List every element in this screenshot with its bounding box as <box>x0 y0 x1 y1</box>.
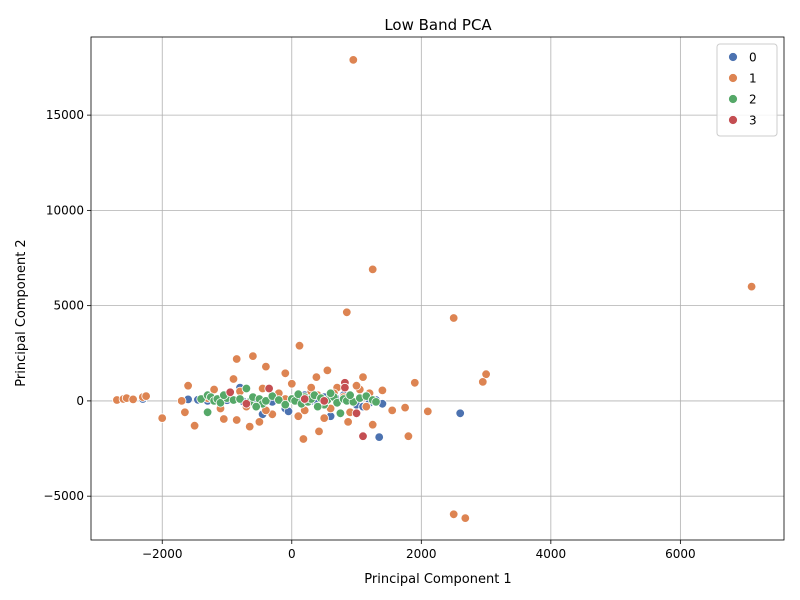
data-point-series-1 <box>141 391 151 401</box>
data-point-series-2 <box>325 388 336 399</box>
data-point-series-1 <box>261 361 271 372</box>
x-tick-label: 0 <box>288 547 296 561</box>
data-point-series-2 <box>261 396 271 406</box>
y-tick-label: 15000 <box>46 108 84 122</box>
y-tick-label: 0 <box>76 394 84 408</box>
data-point-series-1 <box>157 413 167 423</box>
data-point-series-1 <box>180 407 190 418</box>
data-point-series-1 <box>423 406 433 417</box>
chart-title: Low Band PCA <box>384 16 492 34</box>
data-point-series-2 <box>235 394 245 404</box>
data-point-series-1 <box>228 374 239 384</box>
data-point-series-3 <box>340 382 350 393</box>
y-axis-label: Principal Component 2 <box>14 239 29 386</box>
data-point-series-3 <box>264 383 274 394</box>
data-point-series-1 <box>460 513 471 523</box>
plot-frame <box>90 36 785 541</box>
data-point-series-1 <box>343 417 353 427</box>
data-point-series-2 <box>335 408 346 419</box>
data-point-series-2 <box>241 383 252 394</box>
x-tick-label: 2000 <box>406 547 437 561</box>
data-point-series-1 <box>342 307 352 318</box>
data-point-series-1 <box>294 341 305 351</box>
axis-ticks: −2000 0 2000 4000 6000 −5000 0 5000 10000 15000 <box>43 108 695 561</box>
data-point-series-1 <box>449 313 459 323</box>
data-point-series-3 <box>319 396 329 406</box>
data-point-series-1 <box>351 381 362 391</box>
data-point-series-1 <box>410 378 420 388</box>
data-point-series-1 <box>377 385 388 396</box>
legend-label: 3 <box>749 114 757 128</box>
data-point-series-1 <box>128 394 138 405</box>
legend-marker <box>728 73 738 83</box>
data-point-series-1 <box>248 351 258 361</box>
data-point-series-2 <box>274 395 284 405</box>
data-point-series-1 <box>244 421 255 432</box>
data-point-series-2 <box>251 401 261 412</box>
data-point-series-1 <box>478 377 488 387</box>
legend: 0 1 2 3 <box>716 43 778 137</box>
data-point-series-1 <box>358 372 368 382</box>
data-point-series-1 <box>293 411 304 421</box>
x-tick-label: 4000 <box>536 547 567 561</box>
data-point-series-3 <box>358 431 368 441</box>
x-axis-label: Principal Component 1 <box>364 572 511 587</box>
data-point-series-3 <box>225 387 235 398</box>
legend-box <box>716 43 778 137</box>
data-point-series-1 <box>481 369 491 379</box>
legend-marker <box>728 94 738 104</box>
data-point-series-2 <box>280 400 291 410</box>
data-point-series-1 <box>368 420 378 430</box>
data-point-series-2 <box>293 389 304 399</box>
y-tick-label: 10000 <box>46 203 84 217</box>
data-point-series-1 <box>746 281 757 292</box>
data-point-series-1 <box>361 401 372 412</box>
legend-marker <box>728 52 738 62</box>
data-point-series-1 <box>319 413 329 423</box>
data-point-series-3 <box>241 399 252 409</box>
data-point-series-1 <box>314 426 324 437</box>
legend-label: 1 <box>749 72 757 86</box>
data-point-series-1 <box>254 417 265 427</box>
legend-label: 2 <box>749 93 757 107</box>
grid <box>91 37 784 540</box>
legend-label: 0 <box>749 51 757 65</box>
data-point-series-1 <box>189 421 200 431</box>
data-point-series-1 <box>176 396 187 406</box>
data-point-series-1 <box>400 402 410 413</box>
data-point-series-1 <box>280 368 291 379</box>
data-point-series-2 <box>371 397 381 407</box>
x-tick-label: −2000 <box>142 547 183 561</box>
data-point-series-1 <box>348 55 359 65</box>
data-point-series-1 <box>287 379 297 389</box>
data-points <box>112 55 757 523</box>
data-point-series-1 <box>311 372 322 382</box>
data-point-series-1 <box>231 415 242 425</box>
data-point-series-0 <box>374 432 384 442</box>
y-tick-label: −5000 <box>43 489 84 503</box>
data-point-series-1 <box>449 509 459 520</box>
data-point-series-3 <box>300 394 310 404</box>
data-point-series-0 <box>455 408 465 419</box>
y-tick-label: 5000 <box>53 299 84 313</box>
data-point-series-1 <box>387 405 397 416</box>
data-point-series-1 <box>298 434 309 444</box>
data-point-series-1 <box>219 414 229 424</box>
data-point-series-1 <box>231 354 242 364</box>
data-point-series-3 <box>351 408 362 419</box>
data-point-series-1 <box>183 381 193 391</box>
data-point-series-2 <box>202 407 213 418</box>
x-tick-label: 6000 <box>665 547 696 561</box>
legend-marker <box>728 115 738 125</box>
data-point-series-2 <box>313 401 323 412</box>
data-point-series-1 <box>368 264 378 275</box>
data-point-series-2 <box>345 390 355 400</box>
data-point-series-1 <box>403 431 414 441</box>
data-point-series-1 <box>322 365 333 376</box>
